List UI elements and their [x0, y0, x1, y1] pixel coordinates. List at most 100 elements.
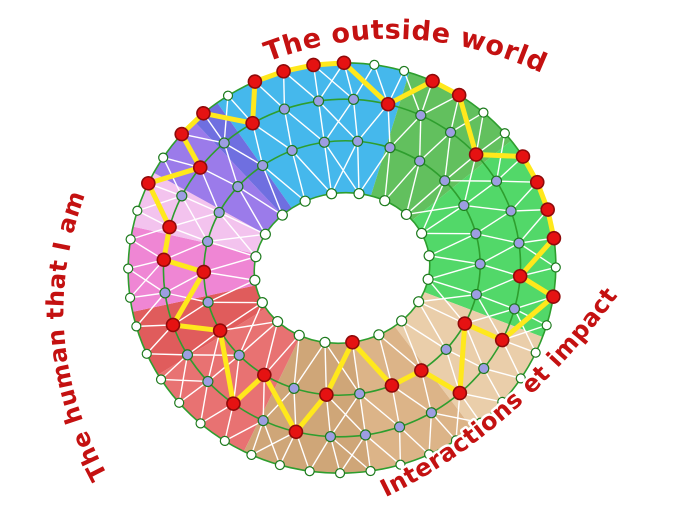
mesh-line	[127, 268, 166, 294]
mesh-line	[428, 233, 477, 257]
node-r0-2	[369, 59, 380, 70]
mesh-line	[323, 99, 355, 143]
red-node-r0-40	[196, 105, 211, 121]
mesh-line	[351, 342, 361, 394]
mesh-line	[160, 354, 188, 380]
node-r1-7	[505, 205, 517, 217]
node-r2-5	[458, 199, 470, 212]
node-r0-41	[222, 90, 234, 101]
mesh-line	[283, 108, 293, 151]
mesh-line	[252, 122, 293, 152]
node-r0-21	[395, 459, 406, 470]
mesh-line	[476, 275, 521, 296]
mesh-line	[146, 353, 188, 356]
node-r0-38	[158, 152, 169, 163]
node-r0-35	[125, 234, 136, 245]
mesh-line	[384, 160, 421, 202]
mesh-line	[483, 368, 503, 403]
mesh-line	[427, 278, 477, 296]
mesh-line	[428, 412, 433, 455]
sector-blue-violet	[194, 102, 292, 216]
mesh-line	[224, 420, 264, 442]
mesh-line	[218, 211, 257, 258]
mesh-line	[207, 240, 257, 258]
mesh-line	[427, 263, 481, 280]
mesh-line	[178, 380, 209, 404]
mesh-line	[427, 278, 466, 325]
mesh-line	[181, 195, 220, 214]
mesh-line	[518, 209, 549, 244]
mesh-line	[418, 301, 447, 350]
mesh-line	[445, 349, 461, 394]
node-r0-18	[475, 417, 486, 428]
node-r1-10	[508, 303, 521, 315]
mesh-line	[203, 256, 257, 273]
mesh-line	[378, 334, 422, 371]
mesh-line	[418, 115, 422, 162]
node-r3-7	[413, 296, 425, 308]
mesh-line	[317, 62, 345, 102]
node-r0-14	[541, 320, 552, 331]
mesh-line	[283, 70, 319, 102]
red-node-r0-13	[546, 289, 561, 304]
mesh-line	[250, 420, 264, 456]
node-r2-7	[474, 258, 486, 270]
node-r0-22	[365, 465, 376, 477]
node-r1-16	[359, 429, 372, 441]
node-r2-13	[354, 388, 366, 400]
node-r1-24	[159, 287, 171, 299]
red-node-r1-18	[288, 424, 304, 440]
mesh-line	[365, 434, 401, 466]
red-node-r0-10	[540, 202, 555, 217]
node-r2-4	[439, 175, 451, 187]
node-r3-3	[400, 208, 412, 221]
node-r0-29	[174, 397, 185, 408]
mesh-line	[421, 204, 465, 234]
red-node-r0-39	[174, 126, 190, 142]
red-node-r1-11	[494, 332, 510, 348]
node-r3-9	[373, 329, 385, 341]
node-r1-8	[513, 237, 525, 249]
mesh-line	[207, 279, 256, 303]
mesh-line	[129, 259, 165, 299]
mesh-line	[207, 233, 266, 243]
red-node-r0-9	[529, 174, 545, 190]
node-r0-36	[132, 205, 143, 216]
mesh-line	[237, 186, 266, 235]
sector-bright-green	[412, 140, 556, 337]
label-human-that-i-am-text: The human that I am	[39, 185, 115, 488]
red-node-r0-37	[141, 176, 156, 191]
node-r0-20	[423, 449, 435, 460]
node-r3-8	[396, 315, 408, 327]
mesh-line	[237, 186, 283, 216]
node-r0-33	[124, 292, 136, 303]
red-node-r2-20	[196, 264, 212, 280]
mesh-line	[419, 131, 452, 162]
red-node-r2-16	[257, 367, 272, 383]
mesh-line	[223, 142, 264, 167]
node-r2-8	[470, 288, 483, 301]
node-r0-19	[450, 435, 462, 446]
mesh-line	[135, 292, 166, 327]
red-node-r2-11	[414, 363, 429, 378]
node-r3-2	[379, 195, 391, 207]
red-node-r0-11	[546, 230, 562, 246]
mesh-line	[293, 335, 300, 389]
mesh-line	[330, 140, 359, 195]
sector-tan	[352, 326, 473, 472]
mesh-line	[238, 302, 263, 356]
node-r2-1	[352, 135, 364, 147]
red-node-r2-18	[212, 323, 228, 338]
node-r1-22	[181, 349, 194, 361]
node-r0-30	[155, 374, 167, 385]
node-r2-3	[414, 155, 426, 167]
mesh-line	[476, 293, 515, 310]
node-r0-28	[195, 418, 206, 429]
node-r2-0	[318, 136, 330, 148]
mesh-line	[218, 211, 266, 235]
node-r0-12	[550, 262, 561, 273]
sector-violet	[153, 121, 283, 235]
red-node-r2-9	[457, 316, 473, 331]
